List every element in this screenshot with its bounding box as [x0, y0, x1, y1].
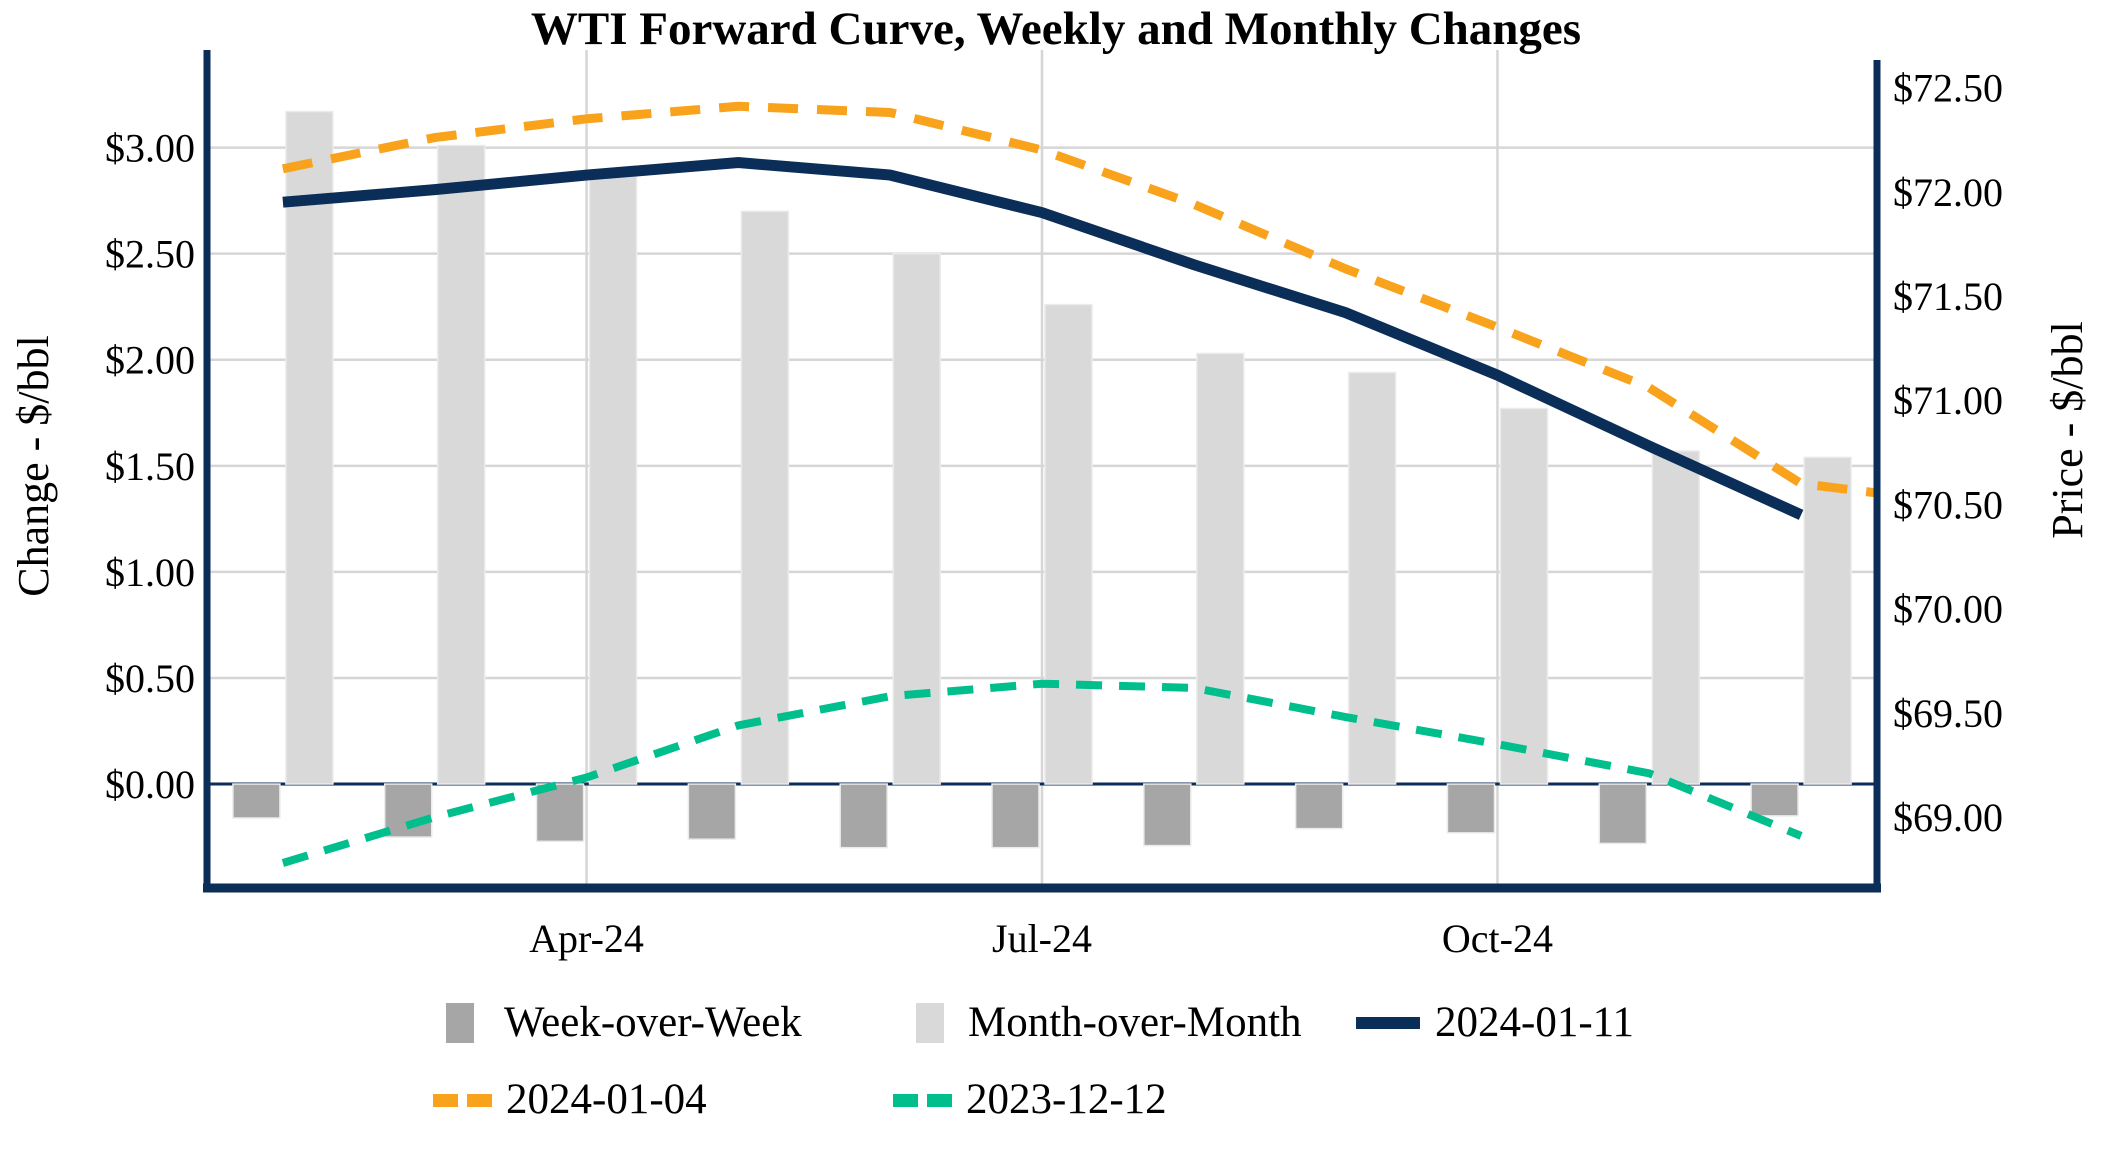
right-tick-label: $72.50: [1893, 66, 2003, 111]
mom-bar: [1044, 303, 1093, 785]
left-tick-label: $0.00: [105, 762, 195, 807]
legend-label-2024-01-11: 2024-01-11: [1435, 999, 1635, 1046]
legend-item-2024-01-04: 2024-01-04: [433, 1072, 707, 1128]
left-tick-label: $1.50: [105, 444, 195, 489]
mom-bar: [436, 144, 486, 785]
legend-item-2024-01-11: 2024-01-11: [1356, 995, 1634, 1051]
mom-bar: [1499, 407, 1549, 785]
wow-bar: [687, 783, 737, 840]
left-tick-label: $3.00: [105, 126, 195, 171]
wow-bar: [232, 783, 281, 819]
wow-bar: [1750, 783, 1799, 817]
x-tick-label: Oct-24: [1442, 916, 1553, 961]
month-over-month-swatch-icon: [916, 1003, 944, 1043]
mom-bar: [1803, 456, 1852, 785]
mom-bar: [892, 252, 941, 785]
left-tick-label: $0.50: [105, 656, 195, 701]
x-tick-label: Apr-24: [529, 916, 644, 961]
right-tick-label: $69.50: [1893, 691, 2003, 736]
orange-dash-swatch-icon: [433, 1093, 492, 1107]
legend-label-2023-12-12: 2023-12-12: [966, 1076, 1167, 1123]
line-2024-01-04: [282, 101, 1877, 498]
legend-item-2023-12-12: 2023-12-12: [893, 1072, 1167, 1128]
wow-bar: [839, 783, 888, 849]
legend-item-month-over-month: Month-over-Month: [916, 995, 1302, 1051]
x-tick-label: Jul-24: [992, 916, 1092, 961]
wow-bar: [1598, 783, 1648, 845]
legend-label-month-over-month: Month-over-Month: [968, 999, 1302, 1046]
green-dash-swatch-icon: [893, 1093, 952, 1107]
mom-bar: [588, 170, 638, 785]
legend-item-week-over-week: Week-over-Week: [446, 995, 802, 1051]
right-tick-label: $69.00: [1893, 795, 2003, 840]
week-over-week-swatch-icon: [446, 1003, 474, 1043]
right-tick-label: $70.00: [1893, 587, 2003, 632]
line-2023-12-12: [281, 679, 1803, 867]
mom-bar: [285, 110, 334, 785]
left-tick-label: $2.50: [105, 232, 195, 277]
wow-bar: [1143, 783, 1192, 847]
legend-label-week-over-week: Week-over-Week: [504, 999, 802, 1046]
right-tick-label: $71.00: [1893, 378, 2003, 423]
wow-bar: [1294, 783, 1344, 830]
wow-bar: [991, 783, 1040, 849]
mom-bar: [1196, 352, 1245, 785]
mom-bar: [740, 210, 790, 785]
right-tick-label: $70.50: [1893, 482, 2003, 527]
wow-bar: [1446, 783, 1496, 834]
left-tick-label: $2.00: [105, 338, 195, 383]
navy-line-swatch-icon: [1356, 1017, 1420, 1029]
right-tick-label: $72.00: [1893, 170, 2003, 215]
right-tick-label: $71.50: [1893, 274, 2003, 319]
chart-title: WTI Forward Curve, Weekly and Monthly Ch…: [530, 3, 1582, 55]
line-2024-01-11: [282, 157, 1804, 520]
wow-bar: [535, 783, 585, 843]
legend-label-2024-01-04: 2024-01-04: [506, 1076, 707, 1123]
mom-bar: [1651, 450, 1701, 785]
left-tick-label: $1.00: [105, 550, 195, 595]
